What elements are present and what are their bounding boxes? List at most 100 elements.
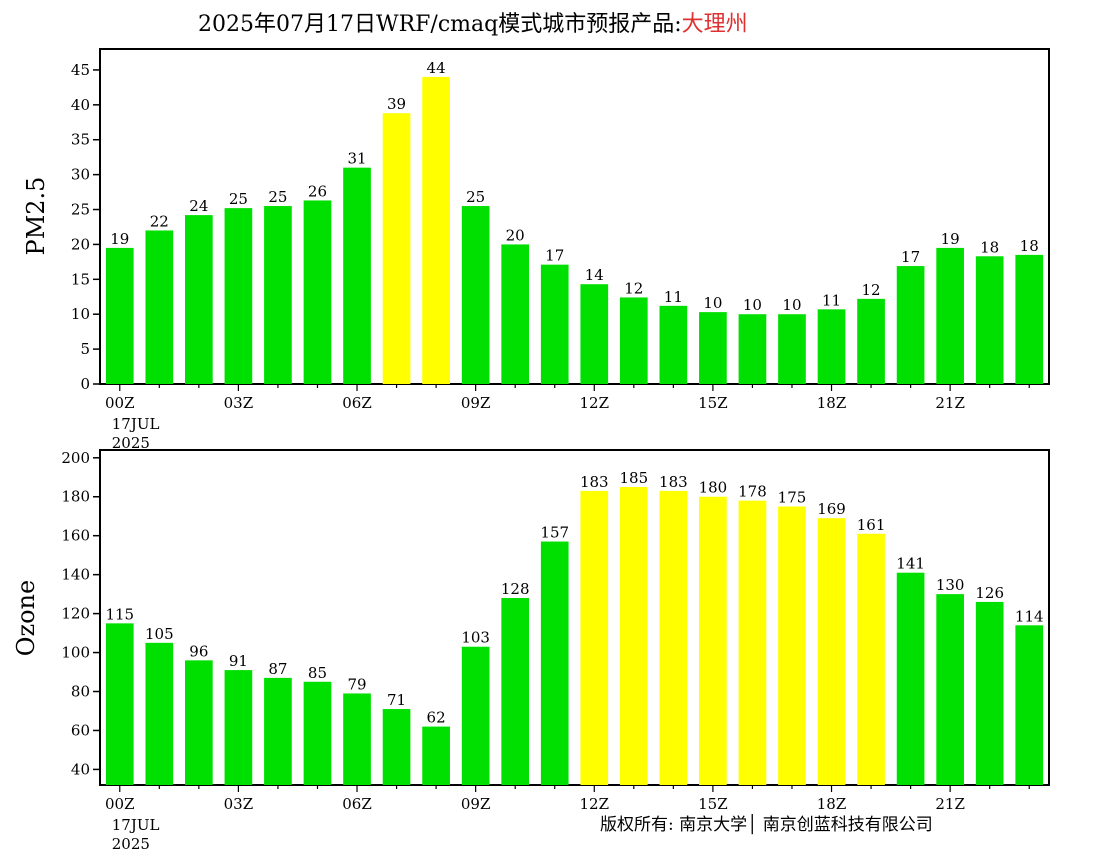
pm25-bar bbox=[303, 200, 332, 384]
ozone-ytick-label: 180 bbox=[61, 488, 90, 506]
pm25-value-label: 18 bbox=[1020, 237, 1039, 255]
copyright-footer: 版权所有: 南京大学│ 南京创蓝科技有限公司 bbox=[600, 815, 933, 835]
pm25-xtick-label: 09Z bbox=[461, 394, 491, 412]
pm25-plot-frame bbox=[99, 48, 1050, 385]
pm25-bar bbox=[699, 312, 727, 384]
ozone-ylabel: Ozone bbox=[12, 580, 40, 656]
ozone-value-label: 126 bbox=[975, 584, 1004, 602]
ozone-bar bbox=[896, 572, 925, 785]
ozone-value-label: 157 bbox=[540, 524, 569, 542]
ozone-bar bbox=[501, 598, 530, 785]
ozone-bar bbox=[145, 642, 174, 785]
pm25-date-label: 17JUL bbox=[112, 415, 160, 433]
ozone-value-label: 130 bbox=[936, 576, 965, 594]
ozone-ytick-label: 160 bbox=[61, 527, 90, 545]
ozone-bar bbox=[580, 490, 609, 785]
ozone-xtick-label: 21Z bbox=[935, 795, 965, 813]
ozone-value-label: 105 bbox=[145, 625, 174, 643]
pm25-bar bbox=[817, 309, 846, 384]
ozone-value-label: 79 bbox=[347, 675, 366, 693]
ozone-value-label: 180 bbox=[699, 479, 728, 497]
ozone-bar bbox=[382, 709, 411, 785]
ozone-value-label: 128 bbox=[501, 580, 530, 598]
ozone-bar bbox=[185, 660, 213, 785]
pm25-ytick-label: 30 bbox=[71, 166, 90, 184]
pm25-bar bbox=[580, 284, 609, 384]
ozone-bar bbox=[817, 518, 846, 785]
pm25-bar bbox=[619, 297, 648, 384]
pm25-value-label: 17 bbox=[901, 248, 920, 266]
ozone-value-label: 175 bbox=[778, 488, 807, 506]
pm25-value-label: 12 bbox=[624, 279, 643, 297]
pm25-value-label: 24 bbox=[189, 197, 208, 215]
ozone-xtick-label: 00Z bbox=[105, 795, 135, 813]
ozone-bar bbox=[224, 670, 253, 785]
pm25-xtick-label: 00Z bbox=[105, 394, 135, 412]
pm25-value-label: 25 bbox=[268, 188, 287, 206]
pm25-bar bbox=[540, 264, 569, 384]
ozone-value-label: 178 bbox=[738, 483, 767, 501]
ozone-value-label: 185 bbox=[619, 469, 648, 487]
pm25-xtick-label: 12Z bbox=[580, 394, 610, 412]
pm25-value-label: 19 bbox=[110, 230, 129, 248]
pm25-value-label: 17 bbox=[545, 247, 564, 265]
ozone-bar bbox=[461, 646, 490, 785]
pm25-ylabel: PM2.5 bbox=[22, 177, 50, 256]
ozone-ytick-label: 80 bbox=[71, 683, 90, 701]
pm25-bar bbox=[501, 244, 530, 384]
pm25-xtick-label: 06Z bbox=[342, 394, 372, 412]
ozone-bar bbox=[619, 487, 648, 785]
pm25-bar bbox=[264, 206, 292, 384]
pm25-value-label: 39 bbox=[387, 95, 406, 113]
pm25-ytick-label: 35 bbox=[71, 131, 90, 149]
ozone-value-label: 161 bbox=[857, 516, 886, 534]
ozone-bar bbox=[422, 726, 450, 785]
pm25-value-label: 14 bbox=[585, 266, 604, 284]
ozone-value-label: 115 bbox=[105, 605, 134, 623]
ozone-date-label: 2025 bbox=[112, 835, 150, 850]
pm25-value-label: 26 bbox=[308, 182, 327, 200]
pm25-bar bbox=[105, 247, 134, 384]
pm25-ytick-label: 10 bbox=[71, 305, 90, 323]
ozone-bar bbox=[738, 500, 767, 785]
ozone-bar bbox=[264, 677, 292, 785]
ozone-bar bbox=[778, 506, 806, 785]
pm25-value-label: 11 bbox=[664, 288, 683, 306]
ozone-bar bbox=[975, 601, 1004, 785]
ozone-plot-frame bbox=[99, 449, 1050, 786]
pm25-value-label: 12 bbox=[862, 281, 881, 299]
pm25-value-label: 10 bbox=[703, 294, 722, 312]
pm25-value-label: 10 bbox=[782, 296, 801, 314]
ozone-ytick-label: 140 bbox=[61, 566, 90, 584]
ozone-value-label: 85 bbox=[308, 664, 327, 682]
ozone-bar bbox=[540, 541, 569, 785]
ozone-value-label: 96 bbox=[189, 642, 208, 660]
ozone-ytick-label: 100 bbox=[61, 644, 90, 662]
pm25-bar bbox=[145, 230, 174, 384]
ozone-bar bbox=[936, 594, 964, 785]
pm25-value-label: 31 bbox=[347, 150, 366, 168]
pm25-xtick-label: 18Z bbox=[817, 394, 847, 412]
pm25-value-label: 25 bbox=[229, 190, 248, 208]
ozone-value-label: 183 bbox=[580, 473, 609, 491]
pm25-date-label: 2025 bbox=[112, 434, 150, 452]
pm25-bar bbox=[936, 247, 964, 384]
pm25-value-label: 11 bbox=[822, 291, 841, 309]
pm25-bar bbox=[185, 215, 213, 384]
ozone-bar bbox=[303, 681, 332, 785]
ozone-xtick-label: 06Z bbox=[342, 795, 372, 813]
ozone-value-label: 141 bbox=[896, 555, 925, 573]
title-prefix: 2025年07月17日WRF/cmaq模式城市预报产品: bbox=[198, 12, 682, 37]
pm25-bar bbox=[738, 314, 767, 384]
pm25-value-label: 20 bbox=[506, 226, 525, 244]
ozone-bar bbox=[699, 496, 727, 785]
pm25-bar bbox=[896, 266, 925, 384]
ozone-xtick-label: 15Z bbox=[698, 795, 728, 813]
ozone-xtick-label: 18Z bbox=[817, 795, 847, 813]
ozone-value-label: 71 bbox=[387, 691, 406, 709]
pm25-ytick-label: 20 bbox=[71, 235, 90, 253]
ozone-xtick-label: 12Z bbox=[580, 795, 610, 813]
pm25-bar bbox=[975, 256, 1004, 384]
ozone-value-label: 91 bbox=[229, 652, 248, 670]
